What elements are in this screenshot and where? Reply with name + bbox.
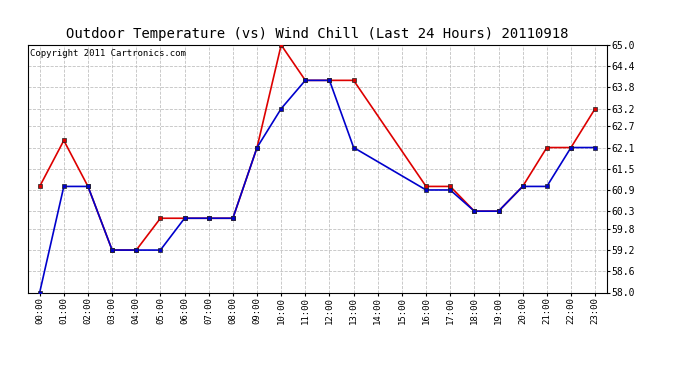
- Title: Outdoor Temperature (vs) Wind Chill (Last 24 Hours) 20110918: Outdoor Temperature (vs) Wind Chill (Las…: [66, 27, 569, 41]
- Text: Copyright 2011 Cartronics.com: Copyright 2011 Cartronics.com: [30, 49, 186, 58]
